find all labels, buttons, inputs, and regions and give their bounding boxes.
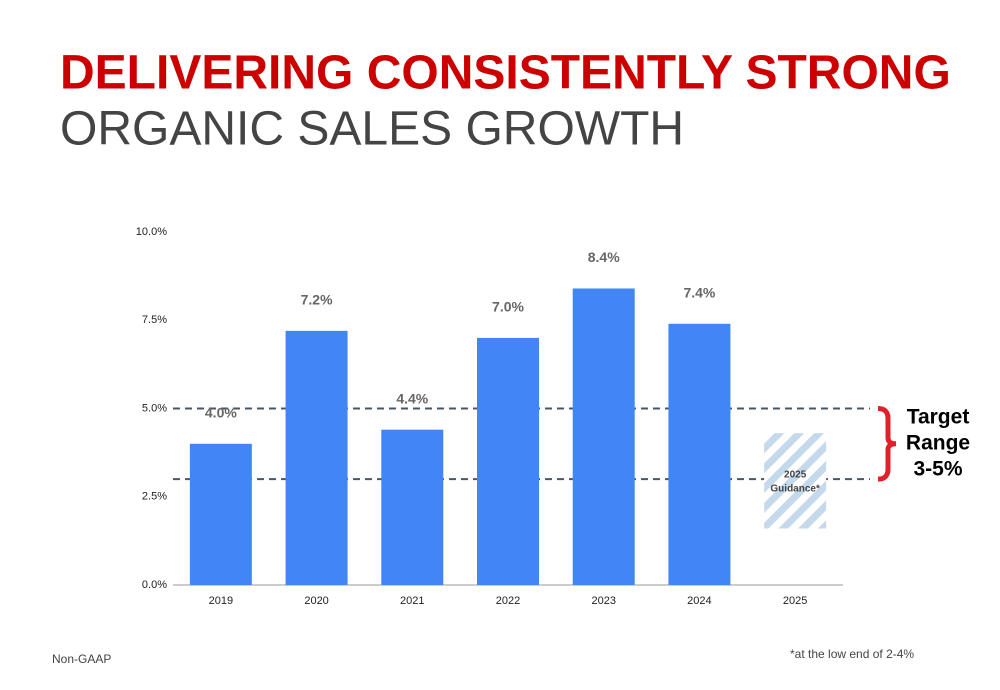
x-tick-label: 2023 xyxy=(591,595,615,607)
x-tick-label: 2025 xyxy=(783,595,807,607)
target-label: 3-5% xyxy=(913,457,962,480)
guidance-label: 2025 xyxy=(784,470,807,481)
guidance-label: Guidance* xyxy=(770,484,820,495)
bar xyxy=(285,330,348,585)
value-label: 8.4% xyxy=(588,249,620,265)
value-label: 7.4% xyxy=(683,284,715,300)
x-tick-label: 2021 xyxy=(400,595,424,607)
title-line: DELIVERING CONSISTENTLY STRONG xyxy=(60,47,951,100)
value-label: 4.4% xyxy=(396,390,428,406)
x-tick-label: 2024 xyxy=(687,595,711,607)
brace xyxy=(877,406,897,482)
value-label: 7.0% xyxy=(492,299,524,315)
y-tick-label: 0.0% xyxy=(142,579,167,591)
y-tick-label: 10.0% xyxy=(136,226,167,238)
footnote: Non-GAAP xyxy=(52,652,111,666)
x-tick-label: 2020 xyxy=(304,595,328,607)
bar xyxy=(189,443,252,585)
x-tick-label: 2022 xyxy=(496,595,520,607)
y-tick-label: 7.5% xyxy=(142,314,167,326)
bar xyxy=(572,288,635,585)
bar xyxy=(668,323,731,585)
footnote: *at the low end of 2-4% xyxy=(790,647,914,661)
x-tick-label: 2019 xyxy=(209,595,233,607)
bar xyxy=(477,337,539,585)
title-line: ORGANIC SALES GROWTH xyxy=(60,103,684,156)
bar xyxy=(381,429,444,585)
guidance-box xyxy=(764,433,827,529)
value-label: 7.2% xyxy=(301,292,333,308)
target-label: Target xyxy=(907,405,970,428)
y-tick-label: 5.0% xyxy=(142,402,167,414)
y-tick-label: 2.5% xyxy=(142,491,167,503)
target-label: Range xyxy=(906,431,970,454)
value-label: 4.0% xyxy=(205,405,237,421)
